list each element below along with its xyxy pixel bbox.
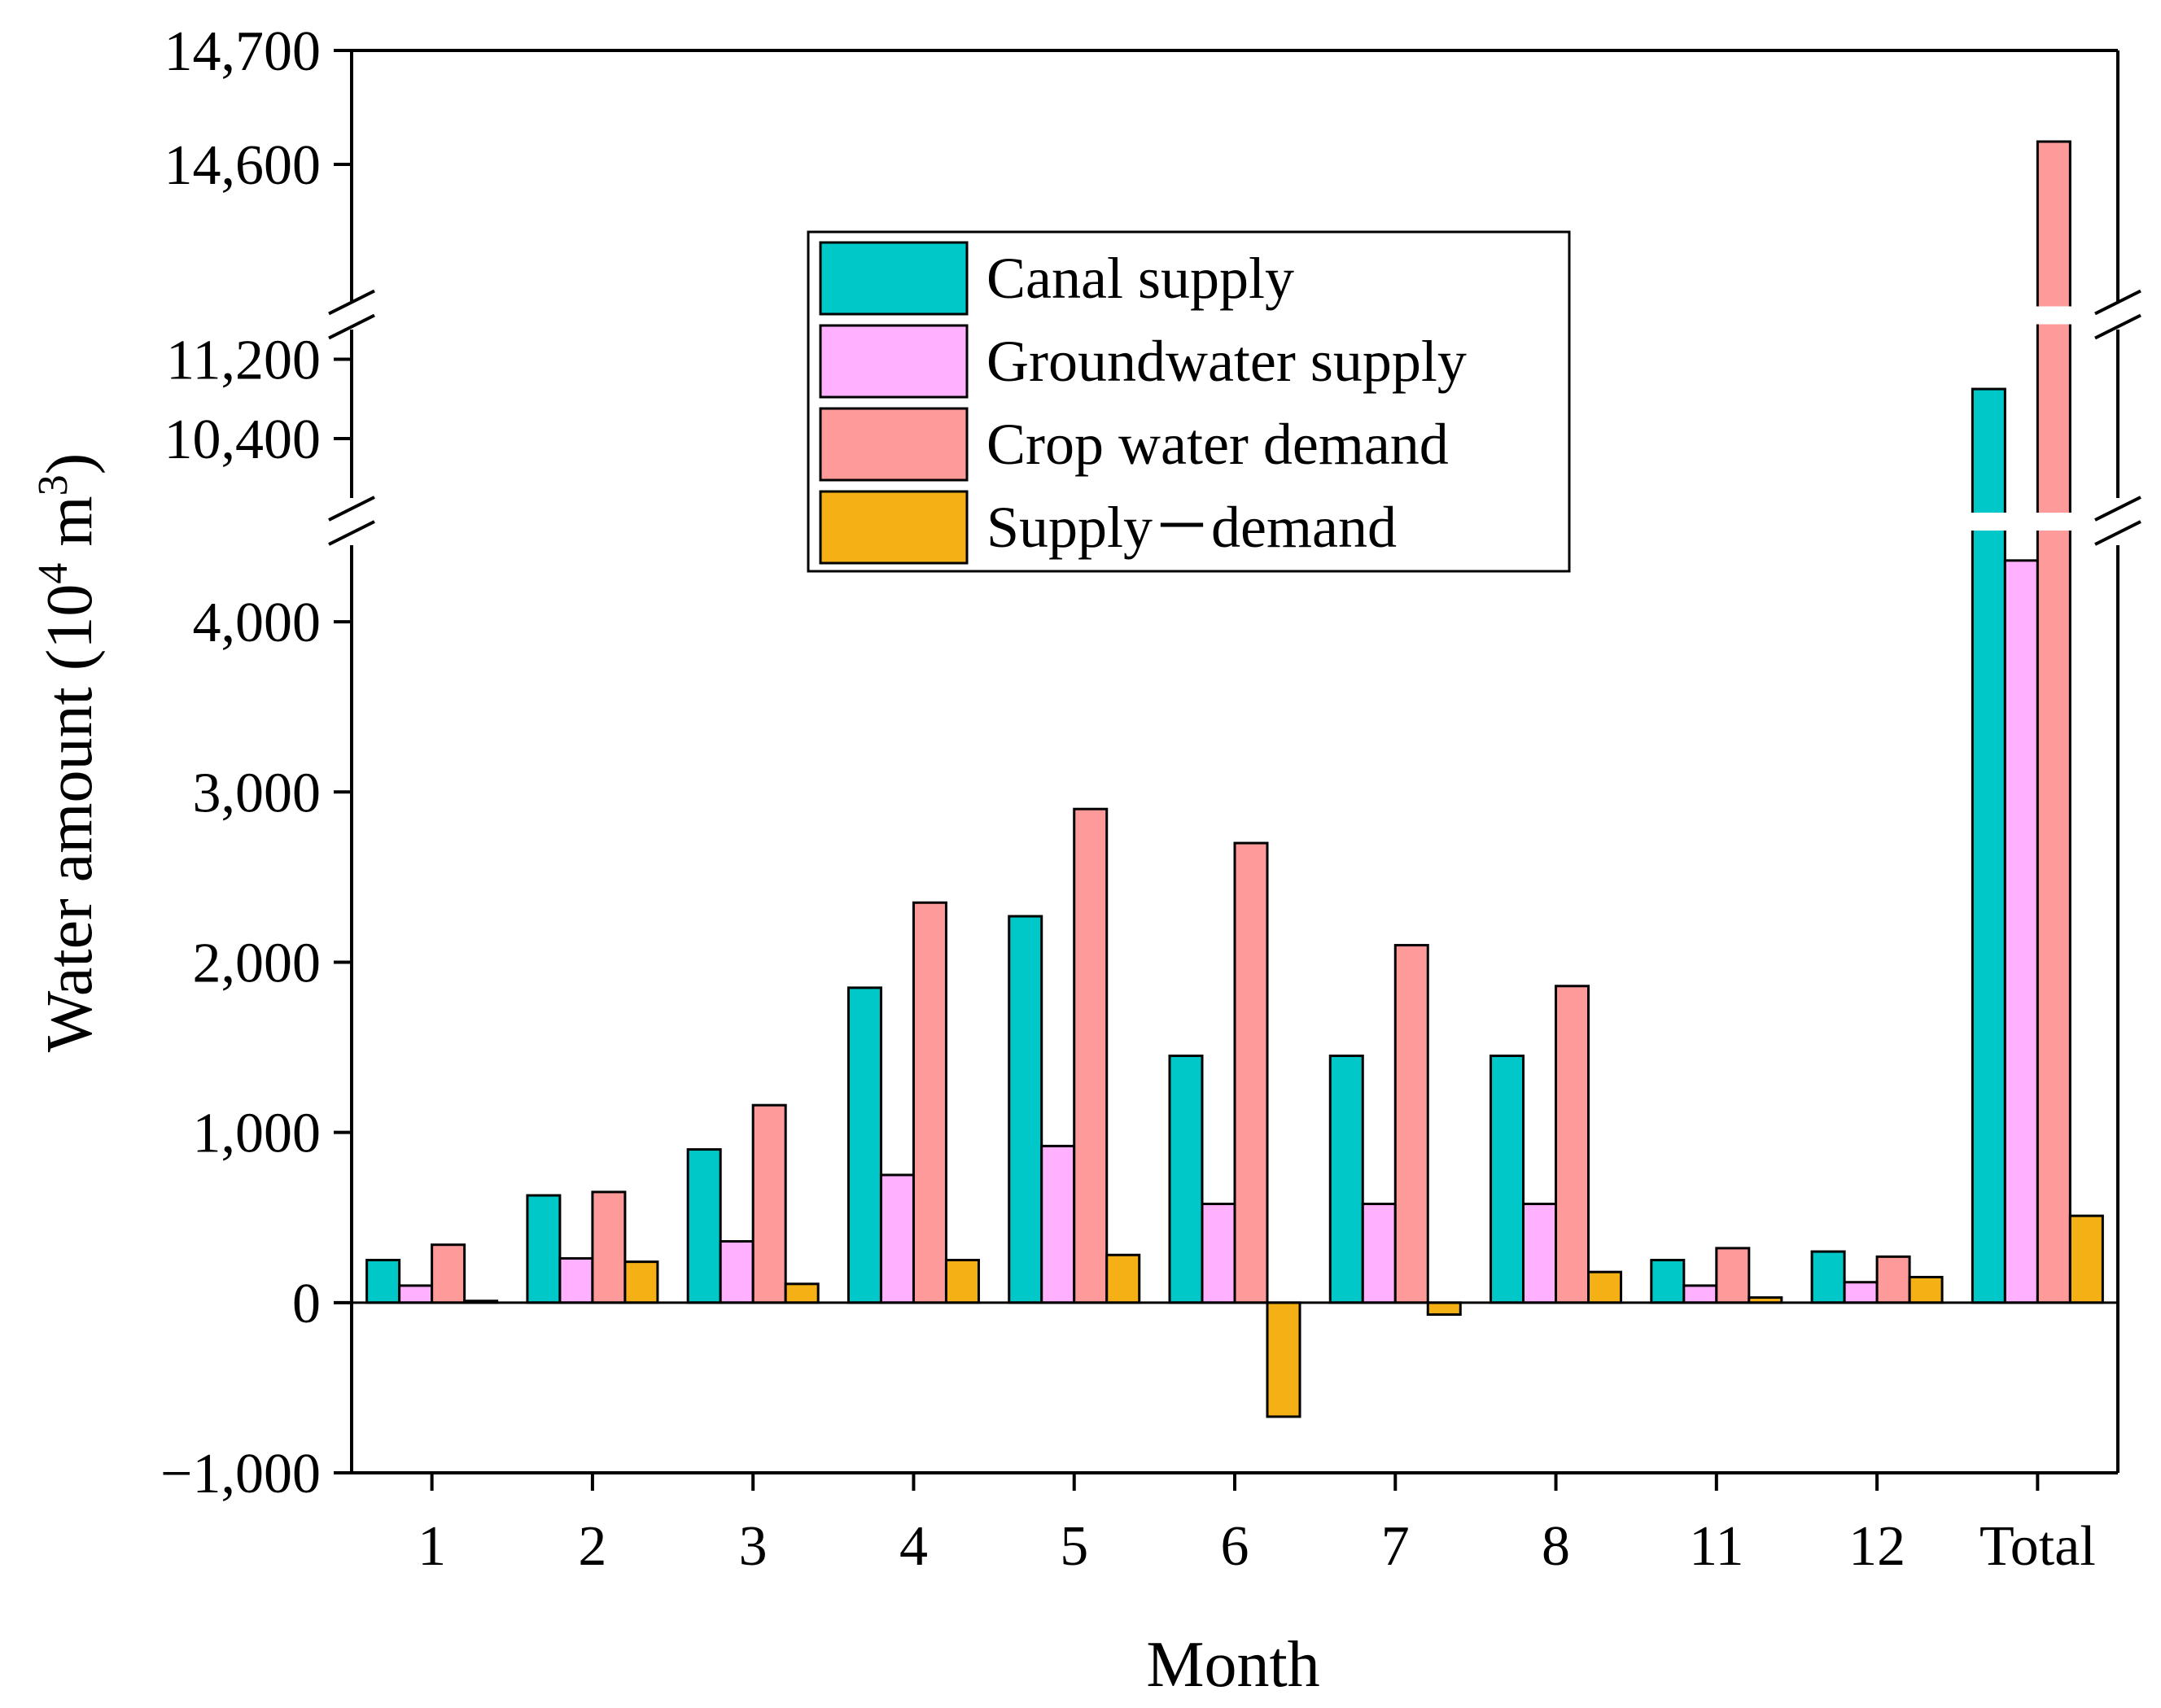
bar-supply-demand-12 xyxy=(1908,1275,1944,1304)
bar-canal-supply-12 xyxy=(1810,1250,1846,1304)
bar-canal-supply-11 xyxy=(1650,1259,1686,1304)
bar-crop-water-demand-3 xyxy=(751,1103,787,1304)
y-tick-label: 10,400 xyxy=(164,408,322,471)
bar-supply-demand-4 xyxy=(944,1259,980,1304)
bars xyxy=(365,140,2104,1418)
bar-groundwater-supply-12 xyxy=(1843,1281,1879,1304)
y-tick-label: −1,000 xyxy=(160,1443,321,1505)
bar-groundwater-supply-2 xyxy=(558,1256,594,1304)
break-mark xyxy=(328,520,375,546)
bar-crop-water-demand-6 xyxy=(1233,841,1269,1304)
legend-swatch xyxy=(819,241,969,316)
bar-canal-supply-8 xyxy=(1490,1055,1525,1304)
x-tick-label: 5 xyxy=(1060,1515,1088,1578)
break-mark xyxy=(2094,520,2141,546)
x-tick-label: 8 xyxy=(1542,1515,1570,1578)
x-tick-label: 3 xyxy=(739,1515,768,1578)
x-tick-label: 1 xyxy=(418,1515,446,1578)
break-mark xyxy=(328,313,375,340)
y-tick-label: 14,600 xyxy=(164,134,322,197)
x-tick-label: 6 xyxy=(1221,1515,1249,1578)
x-tick-label: 12 xyxy=(1848,1515,1905,1578)
bar-groundwater-supply-4 xyxy=(879,1173,915,1304)
break-mark xyxy=(328,496,375,522)
bar-supply-demand-2 xyxy=(623,1260,659,1304)
x-axis-title: Month xyxy=(1146,1629,1319,1701)
bar-crop-water-demand-4 xyxy=(912,901,947,1304)
legend-label: Canal supply xyxy=(986,246,1294,311)
bar-crop-water-demand-5 xyxy=(1073,807,1109,1304)
bar-supply-demand-5 xyxy=(1105,1253,1141,1304)
bar-canal-supply-3 xyxy=(686,1148,722,1304)
break-mark xyxy=(2094,289,2141,316)
y-tick-label: 14,700 xyxy=(164,20,322,83)
y-tick-label: 11,200 xyxy=(166,330,321,392)
bar-canal-supply-1 xyxy=(365,1259,401,1304)
bar-crop-water-demand-1 xyxy=(431,1243,466,1304)
x-tick-label: Total xyxy=(1979,1515,2096,1578)
break-mark xyxy=(328,289,375,316)
bar-supply-demand-3 xyxy=(784,1282,820,1304)
bar-supply-demand-8 xyxy=(1587,1270,1623,1304)
bar-supply-demand-7 xyxy=(1426,1301,1462,1316)
break-mark xyxy=(2094,313,2141,340)
break-mark xyxy=(2094,496,2141,522)
legend-label: Groundwater supply xyxy=(986,329,1467,394)
y-tick-label: 0 xyxy=(292,1273,321,1335)
x-tick-label: 7 xyxy=(1381,1515,1410,1578)
x-tick-label: 2 xyxy=(578,1515,606,1578)
y-axis-title: Water amount (104 m3) xyxy=(30,453,106,1052)
bar-groundwater-supply-5 xyxy=(1040,1144,1076,1304)
bar-groundwater-supply-8 xyxy=(1522,1203,1558,1304)
bar-supply-demand-6 xyxy=(1266,1301,1301,1418)
legend-label: Supply－demand xyxy=(986,495,1397,560)
bar-crop-water-demand-2 xyxy=(591,1190,627,1304)
y-tick-label: 4,000 xyxy=(193,592,322,654)
x-tick-label: 11 xyxy=(1689,1515,1743,1578)
bar-canal-supply-6 xyxy=(1168,1055,1204,1304)
bar-canal-supply-4 xyxy=(846,986,882,1304)
y-tick-label: 1,000 xyxy=(193,1103,322,1165)
bar-crop-water-demand-8 xyxy=(1555,985,1590,1304)
bar-crop-water-demand-11 xyxy=(1715,1247,1751,1304)
bar-groundwater-supply-total xyxy=(2003,559,2039,1304)
bar-groundwater-supply-1 xyxy=(398,1284,434,1304)
legend: Canal supply Groundwater supply Crop water… xyxy=(807,230,1571,573)
bar-groundwater-supply-7 xyxy=(1361,1203,1397,1304)
bar-crop-water-demand-12 xyxy=(1875,1255,1911,1304)
bar-crop-water-demand-7 xyxy=(1393,944,1429,1304)
x-tick-label: 4 xyxy=(899,1515,928,1578)
legend-swatch xyxy=(819,407,969,482)
bar-canal-supply-5 xyxy=(1008,915,1043,1304)
y-tick-label: 3,000 xyxy=(193,762,322,824)
y-tick-label: 2,000 xyxy=(193,932,322,994)
bar-supply-demand-total xyxy=(2068,1214,2104,1304)
bar-groundwater-supply-6 xyxy=(1201,1203,1236,1304)
legend-label: Crop water demand xyxy=(986,412,1449,477)
bar-groundwater-supply-3 xyxy=(719,1240,755,1304)
bar-canal-supply-2 xyxy=(526,1194,562,1304)
legend-swatch xyxy=(819,490,969,565)
bar-groundwater-supply-11 xyxy=(1682,1284,1718,1304)
axes: −1,000 0 1,000 2,000 3,000 4,000 10,400 11,200 1… xyxy=(160,20,2119,1578)
bar-canal-supply-7 xyxy=(1328,1055,1364,1304)
legend-swatch xyxy=(819,324,969,399)
